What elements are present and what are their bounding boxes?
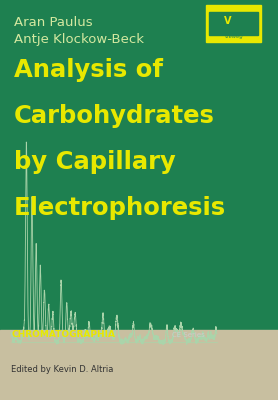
Text: CE Series: CE Series [172,332,205,338]
Text: Antje Klockow-Beck: Antje Klockow-Beck [14,34,144,46]
Text: Electrophoresis: Electrophoresis [14,196,226,220]
Text: Carbohydrates: Carbohydrates [14,104,215,128]
Text: Analysis of: Analysis of [14,58,163,82]
Bar [206,5,261,42]
Bar [0,330,278,400]
Text: Aran Paulus: Aran Paulus [14,16,93,28]
Text: vieweg: vieweg [224,34,243,39]
Bar [209,12,258,35]
Text: V: V [224,16,232,26]
Text: by Capillary: by Capillary [14,150,176,174]
Text: Edited by Kevin D. Altria: Edited by Kevin D. Altria [11,365,113,374]
Text: CHROMATOGRAPHIA: CHROMATOGRAPHIA [11,330,115,339]
